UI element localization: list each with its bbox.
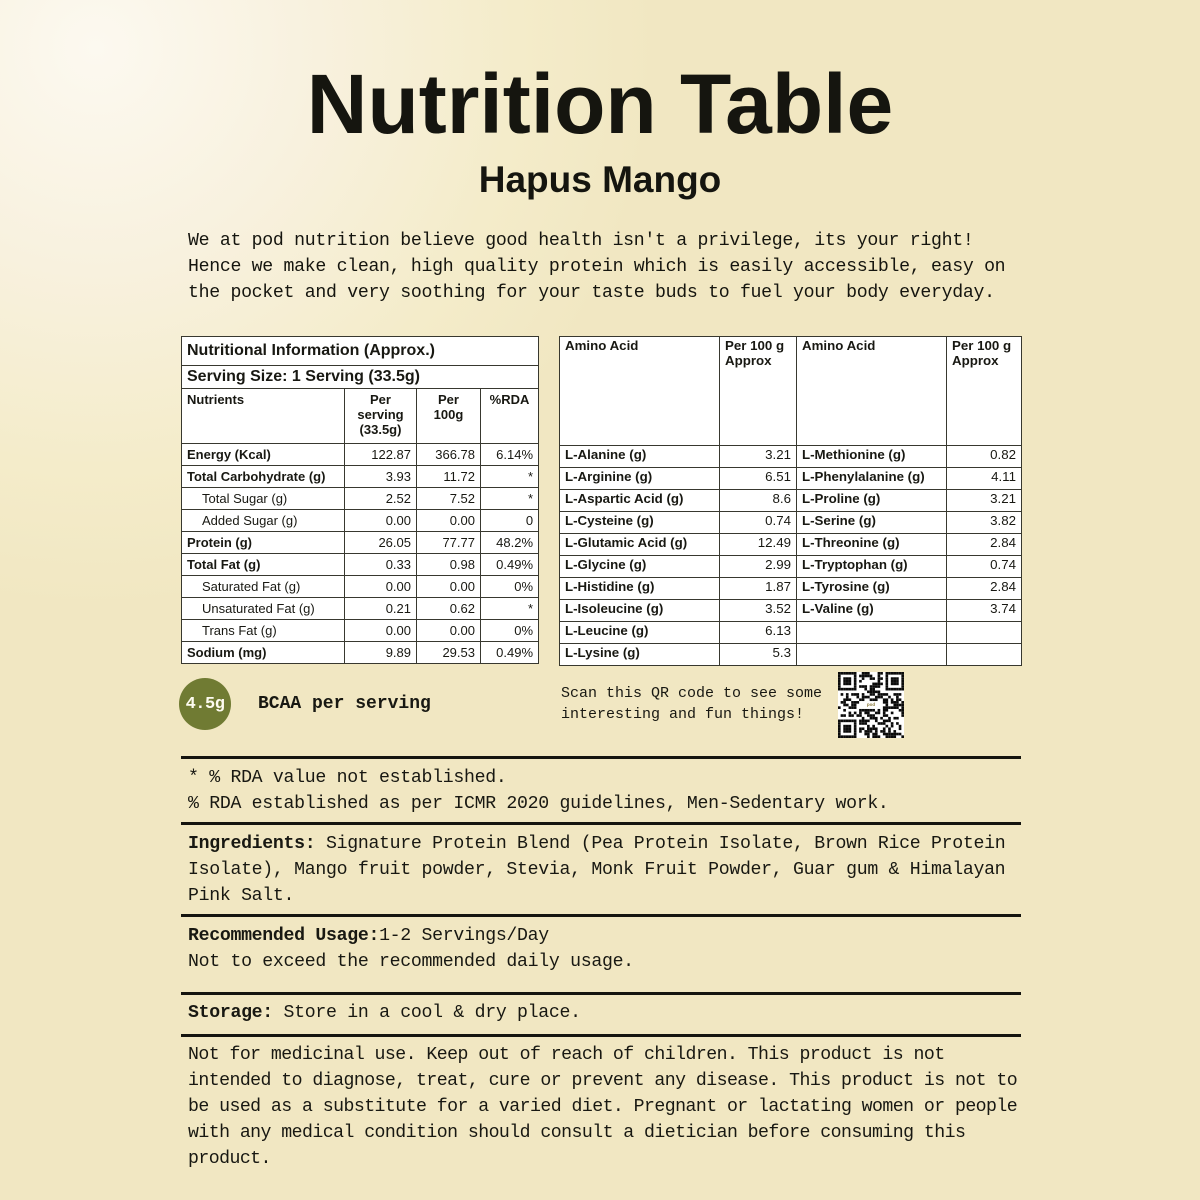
svg-text:pod: pod bbox=[867, 702, 875, 707]
